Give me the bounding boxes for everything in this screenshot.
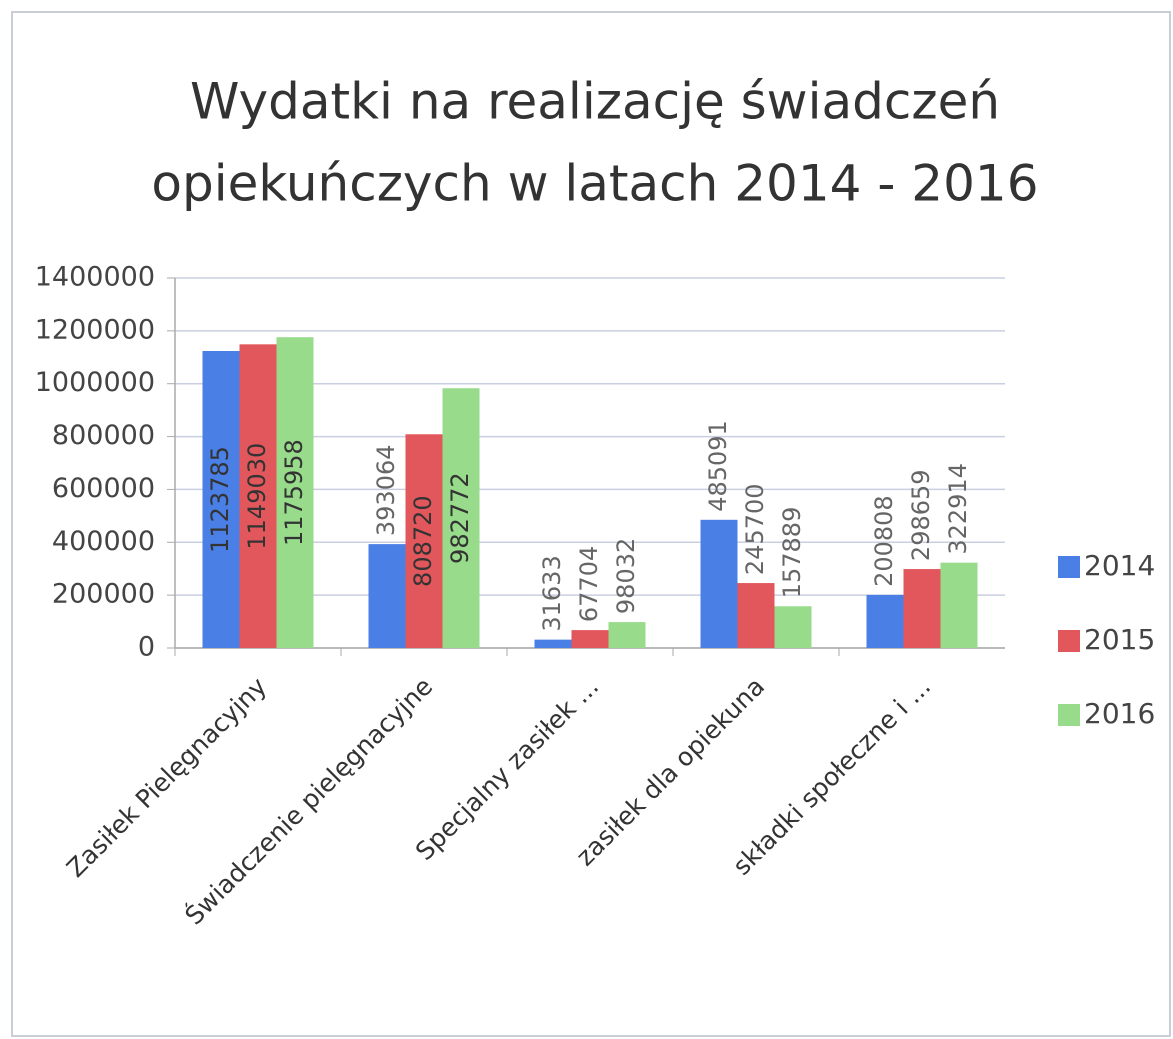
y-tick-label: 200000 xyxy=(52,579,155,610)
y-tick-label: 0 xyxy=(138,632,155,663)
data-label: 485091 xyxy=(704,420,732,512)
data-label: 1175958 xyxy=(280,439,308,546)
y-tick-label: 800000 xyxy=(52,420,155,451)
legend-label: 2016 xyxy=(1084,697,1155,730)
bar xyxy=(940,562,978,648)
bar xyxy=(866,594,904,648)
bar xyxy=(700,519,738,648)
legend-swatch xyxy=(1058,704,1080,726)
bar xyxy=(442,388,480,648)
data-label: 98032 xyxy=(612,538,640,614)
bar xyxy=(608,622,646,648)
bar xyxy=(276,337,314,648)
data-label: 808720 xyxy=(409,495,437,587)
bar xyxy=(239,344,277,648)
data-label: 157889 xyxy=(778,507,806,599)
bar xyxy=(737,583,775,648)
bar xyxy=(774,606,812,648)
data-label: 245700 xyxy=(741,483,769,575)
legend-label: 2015 xyxy=(1084,623,1155,656)
y-tick-label: 1200000 xyxy=(35,314,155,345)
legend-label: 2014 xyxy=(1084,549,1155,582)
data-label: 1149030 xyxy=(243,443,271,550)
data-label: 322914 xyxy=(944,463,972,555)
bar xyxy=(202,350,240,648)
bar xyxy=(571,630,609,648)
y-tick-label: 400000 xyxy=(52,526,155,557)
chart-title: Wydatki na realizację świadczeń xyxy=(190,73,1000,131)
data-label: 200808 xyxy=(870,495,898,587)
legend-swatch xyxy=(1058,556,1080,578)
bar xyxy=(534,639,572,648)
data-label: 298659 xyxy=(907,469,935,561)
bar xyxy=(368,544,406,648)
legend-swatch xyxy=(1058,630,1080,652)
data-label: 31633 xyxy=(538,555,566,631)
bar xyxy=(903,569,941,648)
y-tick-label: 1000000 xyxy=(35,367,155,398)
data-label: 67704 xyxy=(575,546,603,622)
bar xyxy=(405,434,443,648)
data-label: 982772 xyxy=(446,472,474,564)
data-label: 393064 xyxy=(372,444,400,536)
y-tick-label: 600000 xyxy=(52,473,155,504)
data-label: 1123785 xyxy=(206,446,234,553)
y-tick-label: 1400000 xyxy=(35,262,155,293)
chart-title: opiekuńczych w latach 2014 - 2016 xyxy=(151,155,1038,213)
